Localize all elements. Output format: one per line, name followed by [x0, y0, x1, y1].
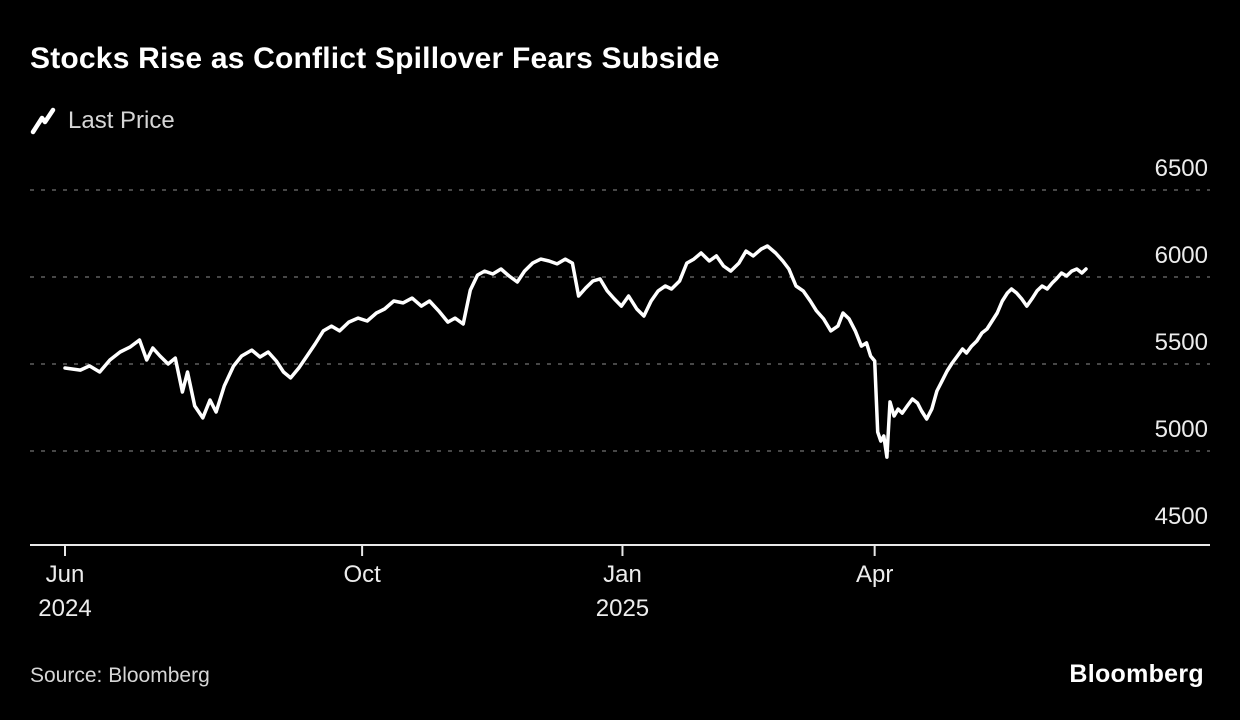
x-axis-month: Apr: [855, 561, 894, 588]
x-axis-label: Oct: [343, 558, 380, 592]
bloomberg-logo: Bloomberg: [1069, 660, 1204, 688]
x-axis-month: Oct: [343, 561, 381, 588]
legend: Last Price: [30, 106, 175, 136]
source-text: Source: Bloomberg: [30, 664, 210, 687]
x-axis-label: Apr: [856, 558, 893, 592]
x-axis-label: Jun 2024: [38, 558, 91, 626]
y-axis-label: 4500: [1154, 503, 1208, 530]
legend-label: Last Price: [68, 107, 175, 134]
price-line: [63, 244, 1088, 459]
x-axis-year: 2024: [38, 595, 92, 622]
x-axis-year: 2025: [595, 595, 650, 622]
x-axis-month: Jun: [45, 561, 85, 588]
y-axis-label: 6000: [1154, 242, 1208, 269]
x-axis-label: Jan 2025: [596, 558, 649, 626]
y-axis-label: 5000: [1154, 416, 1208, 443]
y-axis-label: 6500: [1154, 155, 1208, 182]
x-axis-month: Jan: [603, 561, 642, 588]
y-axis-label: 5500: [1154, 329, 1208, 356]
line-series-icon: [30, 107, 56, 135]
chart-title: Stocks Rise as Conflict Spillover Fears …: [30, 42, 720, 75]
